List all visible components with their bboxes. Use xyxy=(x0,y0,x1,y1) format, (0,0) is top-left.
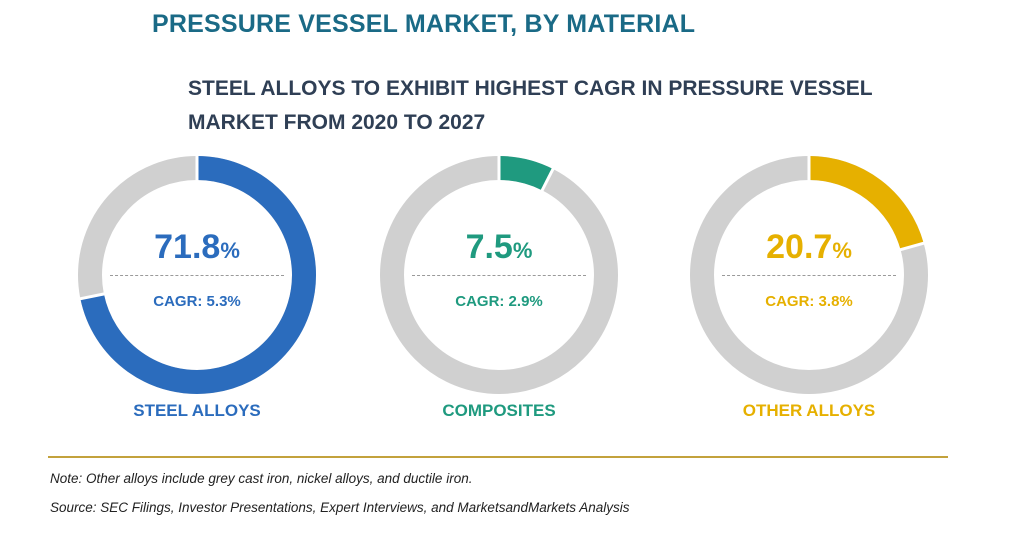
segment-label-steel-alloys: STEEL ALLOYS xyxy=(47,401,347,421)
share-value-steel-alloys: 71.8% xyxy=(72,228,322,267)
segment-label-composites: COMPOSITES xyxy=(349,401,649,421)
cagr-steel-alloys: CAGR: 5.3% xyxy=(72,293,322,310)
footer-rule xyxy=(48,456,948,458)
chart-subtitle: STEEL ALLOYS TO EXHIBIT HIGHEST CAGR IN … xyxy=(188,72,958,140)
segment-label-other-alloys: OTHER ALLOYS xyxy=(659,401,959,421)
donut-steel-alloys: 71.8% CAGR: 5.3% STEEL ALLOYS xyxy=(72,150,322,430)
cagr-other-alloys: CAGR: 3.8% xyxy=(684,293,934,310)
donut-composites: 7.5% CAGR: 2.9% COMPOSITES xyxy=(374,150,624,430)
divider-other-alloys xyxy=(722,275,896,276)
divider-composites xyxy=(412,275,586,276)
share-value-other-alloys: 20.7% xyxy=(684,228,934,267)
share-value-composites: 7.5% xyxy=(374,228,624,267)
footer-note: Note: Other alloys include grey cast iro… xyxy=(50,471,472,486)
donut-other-alloys: 20.7% CAGR: 3.8% OTHER ALLOYS xyxy=(684,150,934,430)
donut-charts: 71.8% CAGR: 5.3% STEEL ALLOYS 7.5% CAGR:… xyxy=(0,150,1024,430)
footer-source: Source: SEC Filings, Investor Presentati… xyxy=(50,500,630,515)
donut-slice-composites xyxy=(499,168,548,180)
divider-steel-alloys xyxy=(110,275,284,276)
cagr-composites: CAGR: 2.9% xyxy=(374,293,624,310)
chart-title: PRESSURE VESSEL MARKET, BY MATERIAL xyxy=(152,10,695,39)
